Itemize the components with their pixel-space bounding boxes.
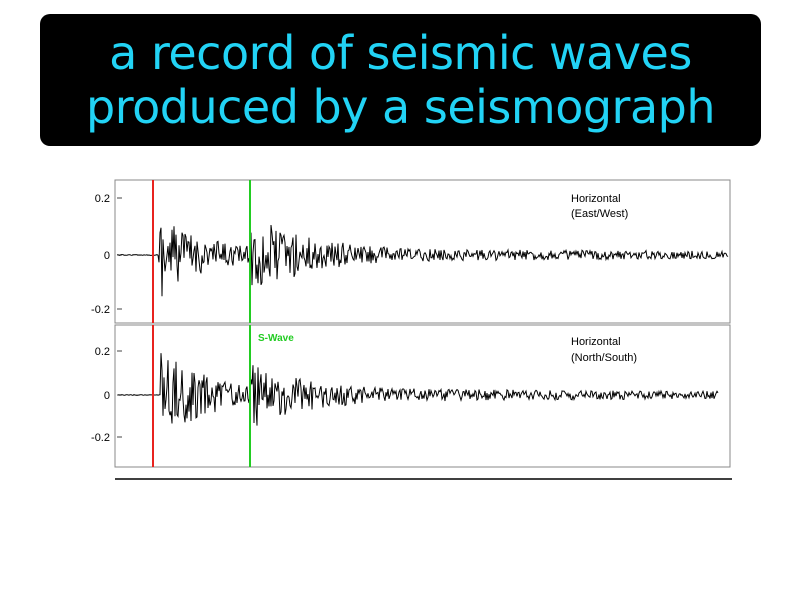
seismic-trace-ns [117, 353, 719, 426]
panel-label-ns-line-2: (North/South) [571, 352, 637, 364]
ytick-label-ns-1: 0 [104, 390, 110, 402]
ytick-label-ns-0: 0.2 [95, 346, 110, 358]
panel-label-ew-line-1: Horizontal [571, 193, 621, 205]
ytick-label-ns-2: -0.2 [91, 432, 110, 444]
panel-label-ew-line-2: (East/West) [571, 208, 628, 220]
ytick-label-ew-2: -0.2 [91, 304, 110, 316]
panel-label-ns-line-1: Horizontal [571, 336, 621, 348]
ytick-label-ew-1: 0 [104, 250, 110, 262]
panel-north-south: 0.2 0 -0.2 Horizontal (North/South) S-Wa… [91, 324, 731, 468]
panel-east-west: 0.2 0 -0.2 Horizontal (East/West) [91, 179, 731, 324]
ytick-label-ew-0: 0.2 [95, 193, 110, 205]
panel-frame-ew [114, 179, 731, 324]
definition-banner: a record of seismic waves produced by a … [40, 14, 761, 146]
definition-line-1: a record of seismic waves [109, 26, 692, 80]
s-wave-label: S-Wave [258, 333, 294, 344]
panel-frame-ns [114, 324, 731, 468]
definition-line-2: produced by a seismograph [86, 80, 715, 134]
seismic-trace-ew [117, 224, 729, 297]
